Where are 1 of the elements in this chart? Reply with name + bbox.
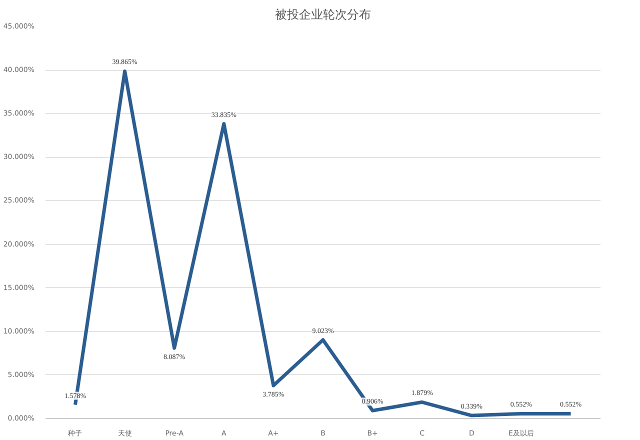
chart-title: 被投企业轮次分布 [275,8,371,22]
